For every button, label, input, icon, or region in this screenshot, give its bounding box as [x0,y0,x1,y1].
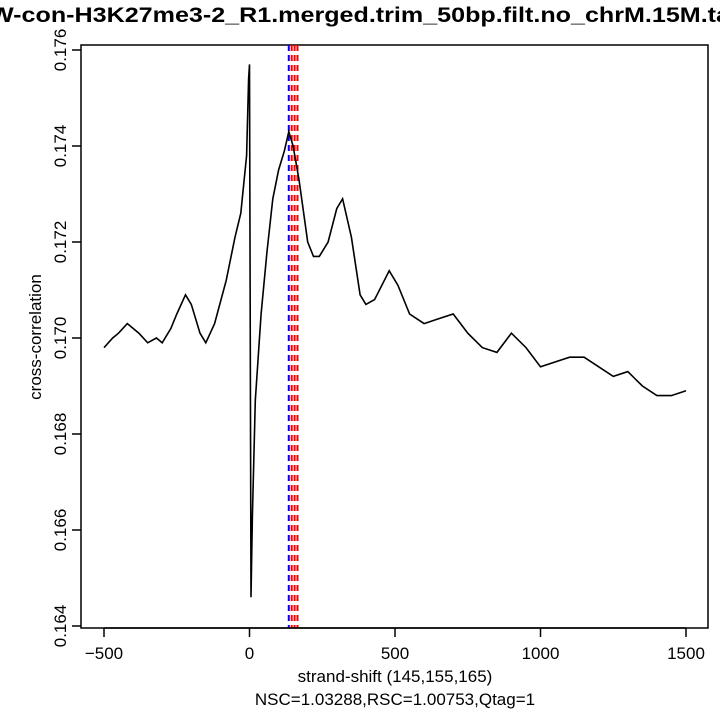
y-tick-label: 0.166 [51,509,70,552]
y-tick-label: 0.170 [51,317,70,360]
y-tick-label: 0.174 [51,125,70,168]
x-tick-label: 500 [381,644,409,663]
chart-subtitle: NSC=1.03288,RSC=1.00753,Qtag=1 [255,690,535,709]
y-tick-label: 0.176 [51,29,70,72]
y-tick-label: 0.164 [51,605,70,648]
y-axis-title: cross-correlation [26,274,45,400]
shift-markers [287,45,299,628]
y-tick-label: 0.172 [51,221,70,264]
y-axis: 0.164 0.166 0.168 0.170 0.172 0.174 0.176 [51,29,81,648]
plot-frame [80,44,709,629]
x-tick-label: −500 [85,644,123,663]
chart-title: W-con-H3K27me3-2_R1.merged.trim_50bp.fil… [0,3,720,27]
x-tick-label: 0 [245,644,254,663]
x-axis-title: strand-shift (145,155,165) [298,667,493,686]
y-tick-label: 0.168 [51,413,70,456]
x-tick-label: 1500 [667,644,705,663]
x-tick-label: 1000 [522,644,560,663]
series-line [103,64,687,598]
x-axis: −500 0 500 1000 1500 [85,627,705,663]
